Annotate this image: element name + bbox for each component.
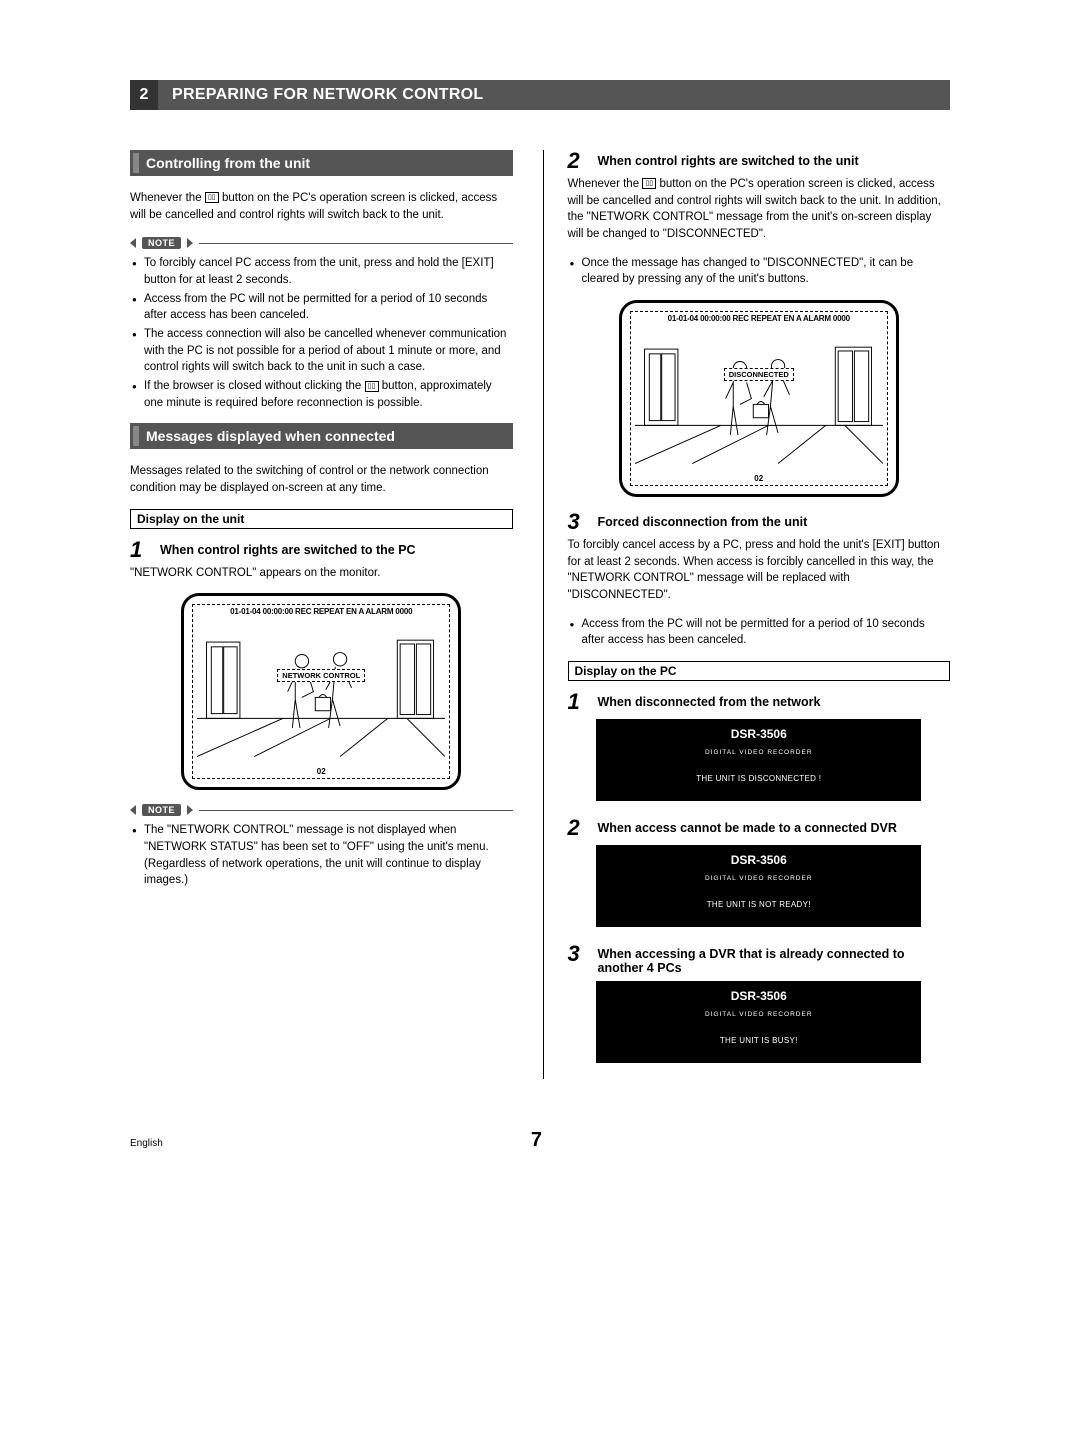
pc-screen-1: DSR-3506 DIGITAL VIDEO RECORDER THE UNIT… <box>596 719 921 801</box>
scene-illustration-2 <box>635 330 883 464</box>
messages-intro: Messages related to the switching of con… <box>130 463 513 496</box>
display-on-pc-label: Display on the PC <box>568 661 951 681</box>
disconnect-icon: ▯▯ <box>365 381 379 392</box>
monitor-figure-1: 01-01-04 00:00:00 REC REPEAT EN A ALARM … <box>181 593 461 790</box>
disconnect-icon: ▯▯ <box>205 192 219 203</box>
note-list-1: To forcibly cancel PC access from the un… <box>130 255 513 411</box>
section-controlling-heading: Controlling from the unit <box>130 150 513 176</box>
page-number: 7 <box>163 1129 910 1152</box>
display-on-unit-label: Display on the unit <box>130 509 513 529</box>
pc-step-2: 2 When access cannot be made to a connec… <box>568 817 951 839</box>
left-column: Controlling from the unit Whenever the ▯… <box>130 150 513 1079</box>
chapter-title: PREPARING FOR NETWORK CONTROL <box>158 80 498 110</box>
osd-disconnected: DISCONNECTED <box>724 368 794 381</box>
section-messages-heading: Messages displayed when connected <box>130 423 513 449</box>
step1-text: "NETWORK CONTROL" appears on the monitor… <box>130 565 513 582</box>
pc-step-1: 1 When disconnected from the network <box>568 691 951 713</box>
page-footer: English 7 <box>130 1129 950 1152</box>
pc-step-3: 3 When accessing a DVR that is already c… <box>568 943 951 975</box>
osd-bottom-2: 02 <box>631 474 887 483</box>
pc-screen-3: DSR-3506 DIGITAL VIDEO RECORDER THE UNIT… <box>596 981 921 1063</box>
note-label: NOTE <box>130 237 513 249</box>
step-3: 3 Forced disconnection from the unit <box>568 511 951 533</box>
osd-top-2: 01-01-04 00:00:00 REC REPEAT EN A ALARM … <box>631 312 887 325</box>
step-2: 2 When control rights are switched to th… <box>568 150 951 172</box>
osd-top: 01-01-04 00:00:00 REC REPEAT EN A ALARM … <box>193 605 449 618</box>
osd-network-control: NETWORK CONTROL <box>277 669 365 682</box>
chapter-header: 2 PREPARING FOR NETWORK CONTROL <box>130 80 950 110</box>
chapter-number: 2 <box>130 80 158 110</box>
step2-text: Whenever the ▯▯ button on the PC's opera… <box>568 176 951 243</box>
right-column: 2 When control rights are switched to th… <box>543 150 951 1079</box>
disconnect-icon: ▯▯ <box>642 178 656 189</box>
step3-text: To forcibly cancel access by a PC, press… <box>568 537 951 604</box>
footer-lang: English <box>130 1138 163 1149</box>
step2-bullets: Once the message has changed to "DISCONN… <box>568 255 951 288</box>
note-list-2: The "NETWORK CONTROL" message is not dis… <box>130 822 513 889</box>
step-1: 1 When control rights are switched to th… <box>130 539 513 561</box>
note-label-2: NOTE <box>130 804 513 816</box>
osd-bottom: 02 <box>193 767 449 776</box>
controlling-intro: Whenever the ▯▯ button on the PC's opera… <box>130 190 513 223</box>
scene-illustration <box>197 623 445 757</box>
monitor-figure-2: 01-01-04 00:00:00 REC REPEAT EN A ALARM … <box>619 300 899 497</box>
step3-bullets: Access from the PC will not be permitted… <box>568 616 951 649</box>
pc-screen-2: DSR-3506 DIGITAL VIDEO RECORDER THE UNIT… <box>596 845 921 927</box>
